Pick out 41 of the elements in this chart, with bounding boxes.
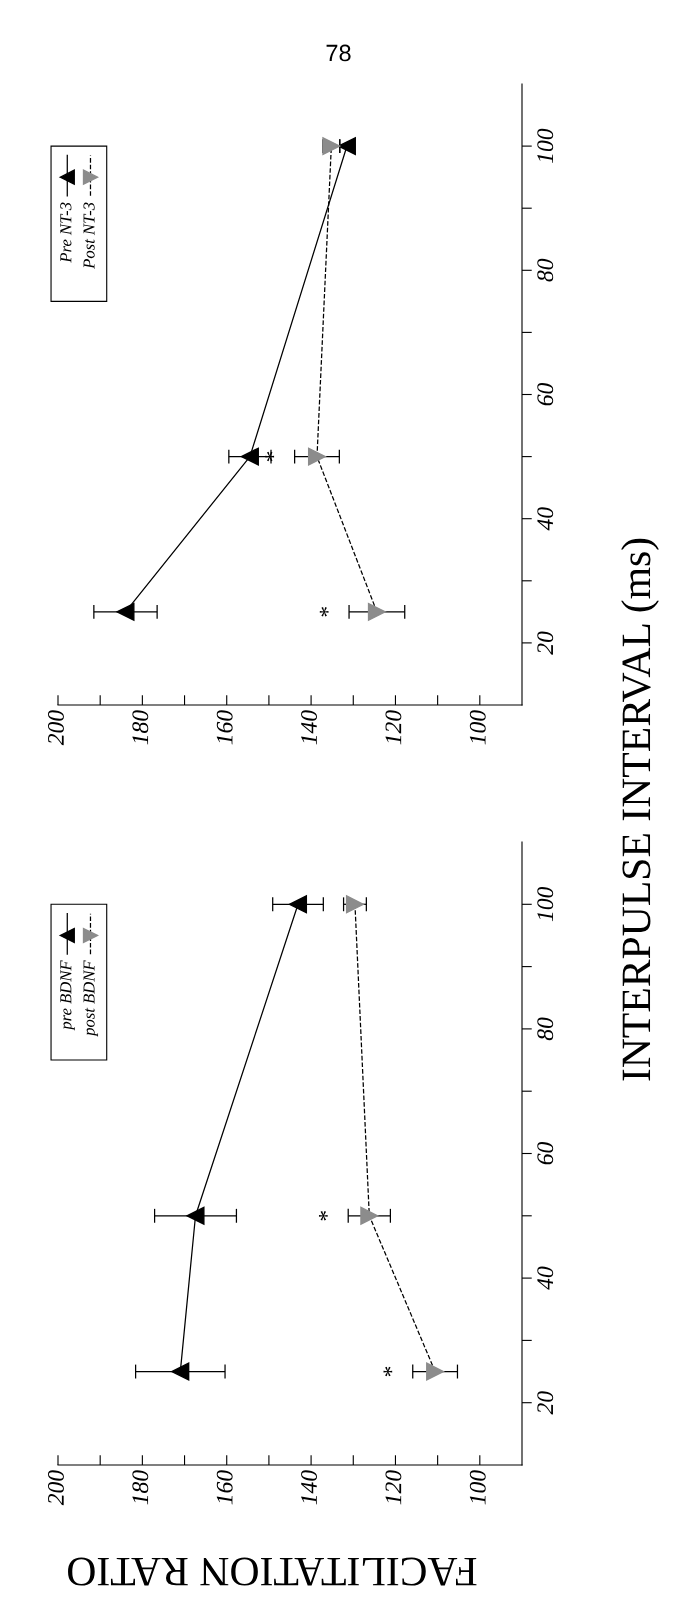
x-tick-label: 100: [469, 710, 486, 745]
point: [426, 1362, 445, 1381]
y-tick-label: 40: [537, 507, 554, 531]
x-tick-label: 140: [301, 1470, 317, 1505]
y-tick-label: 100: [537, 886, 554, 922]
legend-label: pre BDNF: [60, 960, 75, 1031]
point: [360, 1206, 379, 1225]
point: [171, 1362, 190, 1381]
y-tick-label: 40: [537, 1266, 554, 1290]
legend-label: Pre NT-3: [60, 202, 72, 263]
text: 78: [326, 44, 351, 62]
x-tick-label: 200: [47, 710, 64, 746]
x-axis-title: FACILITATION RATIO: [68, 1557, 477, 1586]
point: [307, 447, 327, 466]
legend-label: post BDNF: [83, 960, 99, 1037]
x-tick-label: 120: [385, 1470, 402, 1505]
legend-label: Post NT-3: [83, 202, 95, 269]
y-tick-label: 20: [537, 631, 554, 655]
y-tick-label: 60: [537, 382, 554, 406]
point: [240, 447, 259, 466]
y-tick-label: 60: [537, 1141, 554, 1165]
annotation: *: [383, 1366, 393, 1377]
x-tick-label: 140: [301, 710, 317, 745]
x-tick-label: 180: [132, 710, 149, 745]
point: [288, 895, 308, 914]
point: [186, 1206, 205, 1225]
annotation: *: [318, 1211, 328, 1221]
y-tick-label: 100: [537, 128, 554, 163]
y-tick-label: 20: [537, 1391, 554, 1415]
y-axis-title: INTERPULSE INTERVAL (ms): [621, 538, 659, 1081]
annotation: *: [319, 607, 329, 617]
x-tick-label: 180: [132, 1470, 149, 1505]
y-tick-label: 80: [537, 258, 554, 282]
x-tick-label: 120: [385, 710, 402, 745]
point: [367, 602, 386, 621]
x-tick-label: 100: [469, 1470, 486, 1505]
x-tick-label: 160: [216, 1470, 233, 1505]
x-tick-label: 200: [47, 1470, 64, 1506]
x-tick-label: 160: [216, 710, 233, 745]
point: [116, 602, 135, 621]
y-tick-label: 80: [537, 1017, 554, 1041]
